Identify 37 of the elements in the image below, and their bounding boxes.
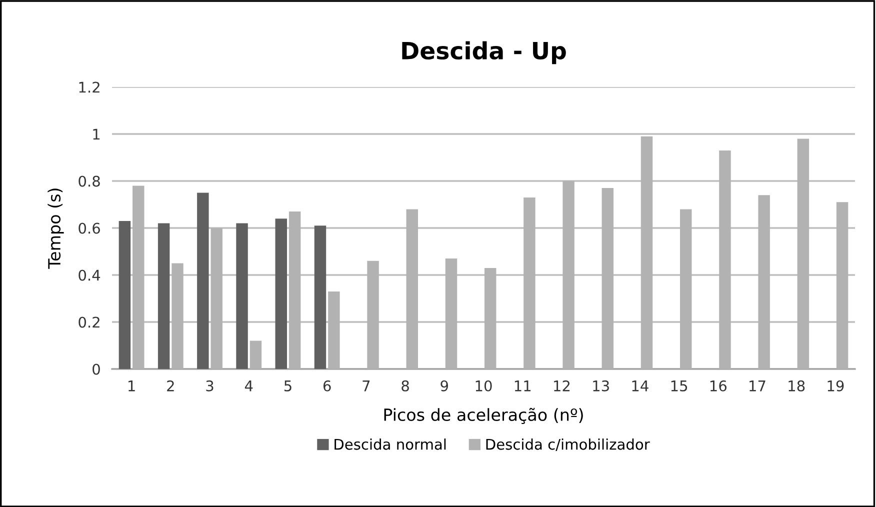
- x-tick-label: 12: [554, 380, 570, 392]
- x-tick-label: 5: [284, 380, 292, 392]
- x-tick-label: 8: [402, 380, 409, 392]
- x-tick-label: 7: [362, 380, 370, 392]
- y-tick-label: 0: [92, 364, 100, 375]
- legend-label: Descida normal: [334, 438, 446, 450]
- x-tick-label: 11: [514, 380, 531, 392]
- bar: [118, 220, 131, 369]
- y-tick-label: 1: [93, 128, 100, 140]
- x-tick-label: 2: [167, 380, 174, 392]
- y-tick-label: 1.2: [79, 82, 100, 93]
- x-tick-label: 4: [244, 380, 253, 392]
- x-tick-label: 16: [710, 380, 726, 392]
- y-axis-title: Tempo (s): [48, 188, 64, 269]
- x-tick-label: 6: [323, 380, 331, 392]
- bar: [314, 226, 326, 369]
- x-tick-label: 1: [128, 380, 135, 392]
- x-tick-label: 10: [476, 380, 492, 392]
- bar: [158, 223, 170, 369]
- chart-title: Descida - Up: [402, 41, 566, 64]
- x-tick-label: 3: [206, 380, 214, 392]
- bar: [197, 192, 209, 369]
- x-tick-label: 9: [440, 380, 448, 392]
- x-tick-label: 15: [671, 380, 688, 392]
- y-tick-label: 0.4: [78, 270, 100, 281]
- x-axis-title: Picos de aceleração (nº): [384, 408, 583, 424]
- y-tick-label: 0.8: [78, 176, 100, 187]
- x-tick-label: 13: [593, 380, 609, 392]
- y-tick-label: 0.6: [78, 222, 100, 234]
- x-tick-label: 19: [828, 380, 844, 392]
- legend-label: Descida c/imobilizador: [486, 438, 650, 451]
- bar: [236, 223, 248, 369]
- x-tick-label: 14: [632, 380, 648, 392]
- y-tick-label: 0.2: [78, 316, 100, 328]
- bar: [275, 218, 287, 369]
- x-tick-label: 17: [750, 380, 766, 392]
- x-tick-label: 18: [788, 380, 805, 392]
